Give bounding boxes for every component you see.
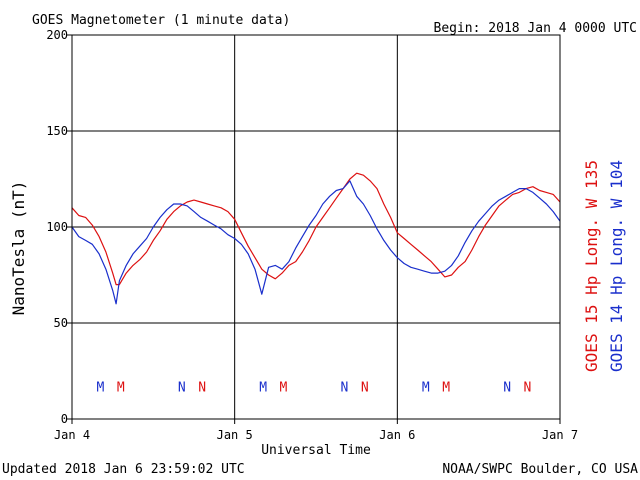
marker-m-4: M xyxy=(259,380,267,395)
series-line-0 xyxy=(71,172,561,286)
begin-label: Begin: 2018 Jan 4 0000 UTC xyxy=(434,21,638,36)
chart-title: GOES Magnetometer (1 minute data) xyxy=(32,13,290,28)
marker-n-6: N xyxy=(341,380,349,395)
x-tick-label-2: Jan 6 xyxy=(379,428,415,442)
marker-n-7: N xyxy=(361,380,369,395)
marker-m-8: M xyxy=(422,380,430,395)
marker-n-11: N xyxy=(524,380,532,395)
y-tick-label-2: 100 xyxy=(46,220,68,234)
marker-m-5: M xyxy=(280,380,288,395)
marker-m-9: M xyxy=(442,380,450,395)
x-axis-label: Universal Time xyxy=(261,443,371,458)
series-line-1 xyxy=(71,180,561,305)
x-tick-label-3: Jan 7 xyxy=(542,428,578,442)
marker-n-2: N xyxy=(178,380,186,395)
marker-m-1: M xyxy=(117,380,125,395)
plot-frame xyxy=(71,34,561,420)
y-tick-label-1: 50 xyxy=(54,316,68,330)
y-axis-ticks: 0 50 100 150 200 xyxy=(46,28,72,426)
y-tick-label-0: 0 xyxy=(61,412,68,426)
x-axis-ticks: Jan 4 Jan 5 Jan 6 Jan 7 xyxy=(54,419,578,442)
updated-label: Updated 2018 Jan 6 23:59:02 UTC xyxy=(2,462,245,477)
y-tick-label-4: 200 xyxy=(46,28,68,42)
marker-n-10: N xyxy=(503,380,511,395)
credit-label: NOAA/SWPC Boulder, CO USA xyxy=(442,462,638,477)
y-axis-label: NanoTesla (nT) xyxy=(9,181,28,316)
y-tick-label-3: 150 xyxy=(46,124,68,138)
marker-n-3: N xyxy=(198,380,206,395)
data-series xyxy=(71,172,561,305)
x-tick-label-0: Jan 4 xyxy=(54,428,90,442)
marker-m-0: M xyxy=(97,380,105,395)
legend-goes15: GOES 15 Hp Long. W 135 xyxy=(582,160,601,372)
legend-goes14: GOES 14 Hp Long. W 104 xyxy=(607,160,626,372)
x-tick-label-1: Jan 5 xyxy=(217,428,253,442)
